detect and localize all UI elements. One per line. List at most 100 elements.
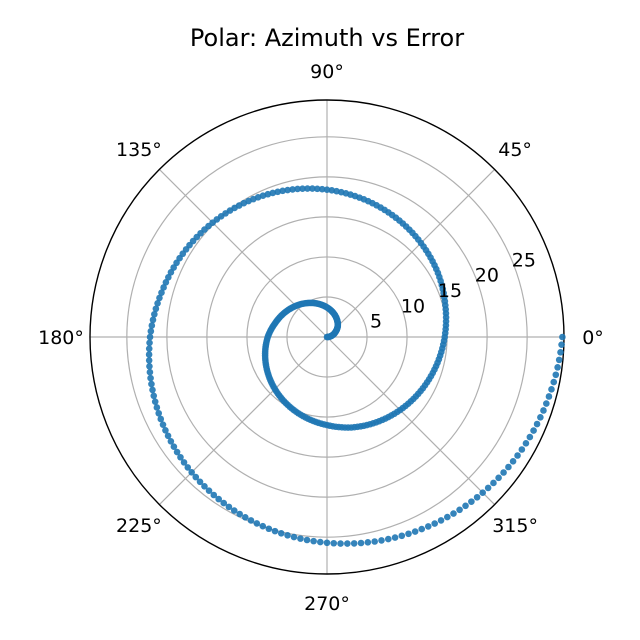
data-point bbox=[145, 357, 153, 364]
data-point bbox=[162, 426, 169, 434]
data-point bbox=[411, 528, 419, 535]
data-point bbox=[159, 421, 167, 428]
data-point bbox=[550, 378, 558, 386]
data-point bbox=[450, 510, 457, 517]
data-point bbox=[170, 264, 177, 271]
data-point bbox=[444, 513, 451, 521]
data-point bbox=[253, 520, 261, 527]
r-tick-label-5: 5 bbox=[370, 311, 382, 333]
data-point bbox=[184, 464, 192, 471]
data-point bbox=[495, 474, 502, 482]
r-tick-label-15: 15 bbox=[438, 280, 462, 302]
data-point bbox=[148, 380, 155, 388]
tick-labels: 0° 45° 90° 135° 180° 225° 270° 315° 5 10 15 20 25 bbox=[38, 61, 604, 615]
data-point bbox=[160, 284, 167, 291]
data-point bbox=[177, 453, 184, 461]
data-point bbox=[391, 534, 399, 541]
theta-gridline-225 bbox=[158, 336, 328, 506]
data-point bbox=[522, 440, 530, 447]
data-point bbox=[405, 530, 412, 538]
data-point bbox=[526, 433, 534, 441]
data-point bbox=[484, 484, 492, 492]
theta-tick-label-180: 180° bbox=[38, 327, 84, 349]
r-tick-label-20: 20 bbox=[475, 265, 499, 287]
data-point bbox=[299, 185, 306, 192]
data-point bbox=[357, 539, 365, 547]
data-point bbox=[398, 532, 406, 540]
data-point bbox=[146, 333, 154, 341]
chart-title: Polar: Azimuth vs Error bbox=[190, 24, 464, 52]
data-point bbox=[149, 316, 157, 324]
data-point bbox=[157, 415, 165, 423]
data-point bbox=[537, 414, 544, 421]
theta-gridline-315 bbox=[326, 336, 496, 506]
data-point bbox=[165, 273, 172, 281]
data-point bbox=[247, 517, 255, 524]
data-point bbox=[318, 185, 326, 193]
data-point bbox=[313, 185, 321, 193]
data-point bbox=[225, 503, 233, 511]
r-gridline-5 bbox=[286, 296, 368, 378]
data-point bbox=[558, 341, 565, 348]
theta-tick-label-315: 315° bbox=[492, 515, 538, 537]
r-gridline-25 bbox=[126, 136, 528, 538]
data-point bbox=[158, 289, 165, 296]
data-point bbox=[552, 371, 560, 379]
data-point bbox=[210, 491, 218, 499]
data-point bbox=[242, 514, 249, 521]
data-point bbox=[350, 540, 358, 547]
data-point bbox=[456, 506, 463, 514]
data-point bbox=[271, 527, 279, 535]
data-point bbox=[277, 530, 285, 537]
data-point bbox=[180, 459, 188, 466]
data-point bbox=[431, 520, 438, 527]
data-point bbox=[220, 499, 228, 507]
data-point bbox=[559, 333, 566, 341]
data-point bbox=[173, 259, 180, 267]
data-point bbox=[554, 364, 561, 371]
data-point bbox=[437, 517, 445, 524]
data-point bbox=[162, 279, 170, 286]
data-point bbox=[173, 448, 181, 456]
data-point bbox=[167, 269, 175, 276]
data-point bbox=[330, 539, 338, 547]
data-point bbox=[310, 537, 317, 545]
data-point bbox=[167, 438, 175, 445]
data-point bbox=[557, 349, 564, 356]
data-point bbox=[500, 469, 507, 476]
data-point bbox=[147, 327, 155, 335]
data-point bbox=[148, 322, 156, 329]
data-point bbox=[170, 443, 178, 451]
data-point bbox=[304, 185, 311, 192]
theta-tick-label-0: 0° bbox=[582, 327, 604, 349]
data-point bbox=[145, 345, 153, 352]
data-point bbox=[150, 392, 158, 400]
data-point bbox=[385, 535, 392, 543]
data-point bbox=[462, 502, 469, 510]
data-point bbox=[294, 185, 301, 193]
data-point bbox=[230, 507, 238, 514]
data-point bbox=[146, 339, 153, 347]
theta-tick-label-225: 225° bbox=[116, 515, 162, 537]
data-point bbox=[152, 305, 160, 313]
data-point bbox=[153, 404, 161, 411]
data-point bbox=[468, 498, 475, 505]
data-series bbox=[145, 185, 566, 547]
data-point bbox=[509, 458, 517, 465]
data-point bbox=[289, 186, 296, 193]
r-tick-label-10: 10 bbox=[401, 295, 425, 317]
data-point bbox=[265, 525, 273, 533]
data-point bbox=[259, 522, 267, 530]
data-point bbox=[309, 185, 316, 192]
data-point bbox=[279, 187, 286, 195]
data-point bbox=[290, 533, 298, 541]
data-point bbox=[364, 539, 372, 546]
theta-tick-label-90: 90° bbox=[310, 61, 344, 83]
data-point bbox=[540, 407, 547, 414]
theta-tick-label-135: 135° bbox=[116, 139, 162, 161]
data-point bbox=[284, 531, 291, 539]
data-point bbox=[284, 186, 291, 194]
data-point bbox=[146, 363, 153, 370]
